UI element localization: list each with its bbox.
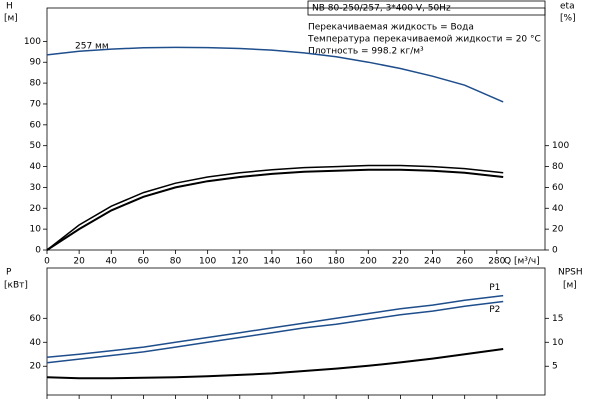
y-tick-label: 60 <box>30 314 42 324</box>
y-tick-label: 70 <box>30 99 42 109</box>
x-tick-label: 120 <box>231 257 248 267</box>
y-tick-label: 40 <box>30 338 42 348</box>
y2-tick-label: 5 <box>552 362 558 372</box>
x-tick-label: 280 <box>488 257 505 267</box>
data-line <box>46 300 504 364</box>
x-tick-label: 260 <box>456 257 473 267</box>
y2-tick-label: 40 <box>552 204 564 214</box>
y-tick-label: 30 <box>30 183 42 193</box>
data-line <box>46 164 504 251</box>
plot-frame <box>46 267 546 396</box>
y-tick-label: 80 <box>30 79 42 89</box>
series-label: P1 <box>489 283 500 293</box>
annotation: Температура перекачиваемой жидкости = 20… <box>307 35 541 45</box>
data-line <box>46 294 504 359</box>
x-tick-label: 180 <box>328 257 345 267</box>
y-axis-label: P <box>6 268 12 278</box>
y2-tick-label: 10 <box>552 338 564 348</box>
y2-axis-label: eta <box>560 2 575 12</box>
y-tick-label: 100 <box>24 37 41 47</box>
series-label: P2 <box>489 305 500 315</box>
x-tick-label: 140 <box>263 257 280 267</box>
y-axis-unit: [кВт] <box>4 281 28 291</box>
x-tick-label: 240 <box>424 257 441 267</box>
y-axis-unit: [м] <box>4 14 18 24</box>
x-tick-label: 0 <box>44 257 50 267</box>
y2-axis-unit: [%] <box>560 14 576 24</box>
y2-tick-label: 15 <box>552 314 563 324</box>
data-line <box>46 348 504 380</box>
y-tick-label: 20 <box>30 362 42 372</box>
x-tick-label: 160 <box>295 257 312 267</box>
y2-tick-label: 80 <box>552 162 564 172</box>
y-tick-label: 40 <box>30 162 42 172</box>
x-tick-label: 20 <box>73 257 85 267</box>
y2-tick-label: 20 <box>552 225 564 235</box>
y-tick-label: 20 <box>30 204 42 214</box>
y-tick-label: 50 <box>30 141 42 151</box>
y-tick-label: 0 <box>35 246 41 256</box>
y-tick-label: 60 <box>30 120 42 130</box>
y-tick-label: 90 <box>30 58 42 68</box>
x-tick-label: 40 <box>106 257 118 267</box>
x-tick-label: 200 <box>360 257 377 267</box>
data-line <box>46 168 504 251</box>
x-tick-label: 100 <box>199 257 216 267</box>
plot-frame <box>46 7 546 251</box>
y2-axis-label: NPSH <box>558 268 583 278</box>
x-tick-label: 220 <box>392 257 409 267</box>
x-axis-label: Q [м³/ч] <box>504 257 540 267</box>
y2-tick-label: 100 <box>552 141 569 151</box>
annotation: Плотность = 998.2 кг/м³ <box>308 47 424 57</box>
y2-tick-label: 60 <box>552 183 564 193</box>
x-tick-label: 60 <box>138 257 150 267</box>
y-tick-label: 10 <box>30 225 42 235</box>
y2-axis-unit: [м] <box>563 281 577 291</box>
annotation: Перекачиваемая жидкость = Вода <box>308 23 474 33</box>
data-line <box>46 46 504 103</box>
x-tick-label: 80 <box>170 257 182 267</box>
y2-tick-label: 0 <box>552 246 558 256</box>
series-label: 257 мм <box>75 42 109 52</box>
chart-title: NB 80-250/257, 3*400 V, 50Hz <box>312 4 451 14</box>
y-axis-label: H <box>6 2 13 12</box>
